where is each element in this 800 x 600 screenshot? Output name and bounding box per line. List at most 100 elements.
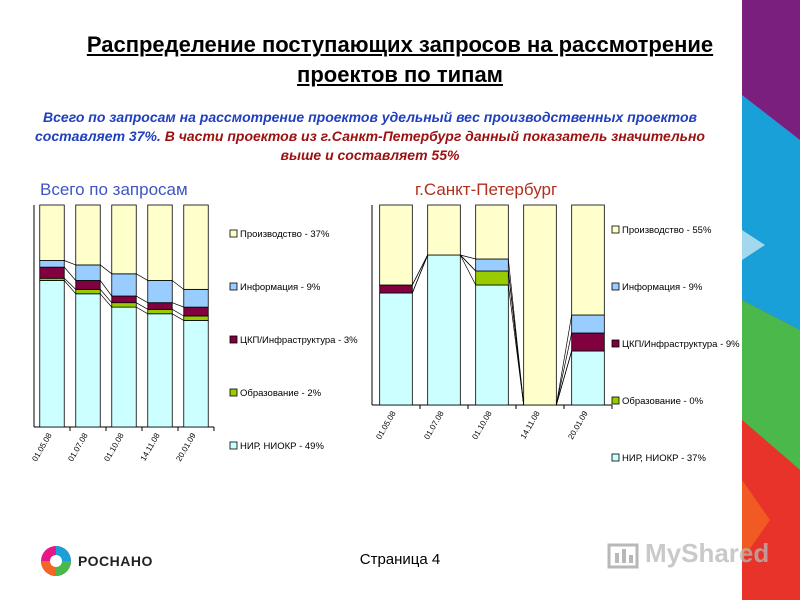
- page-number: Страница 4: [359, 551, 441, 568]
- bar-segment: [39, 266, 65, 279]
- chart-total: 01.05.08 01.07.08 01.10.08 14.11.08 20.01.09…: [30, 204, 358, 463]
- bar-segment: [111, 302, 137, 308]
- bar-segment: [147, 280, 173, 304]
- legend-swatch: [611, 282, 620, 291]
- bar-segment: [39, 260, 65, 268]
- legend-swatch: [611, 396, 620, 405]
- legend-swatch: [229, 282, 238, 291]
- bar-segment: [75, 264, 101, 281]
- bar-segment: [475, 258, 509, 272]
- chart-title-spb: г.Санкт-Петербург: [415, 180, 558, 199]
- series-connector: [136, 306, 148, 315]
- brand-name: РОСНАНО: [78, 553, 153, 569]
- x-tick-label: 01.05.08: [30, 431, 54, 463]
- summary-text: Всего по запросам на рассмотрение проект…: [15, 108, 725, 165]
- series-connector: [555, 332, 573, 406]
- bar-segment: [571, 204, 605, 316]
- bar-segment: [111, 273, 137, 297]
- series-connector: [136, 302, 148, 310]
- bar-segment: [379, 292, 413, 406]
- series-connector: [555, 314, 573, 406]
- legend-label: Образование - 2%: [240, 388, 322, 399]
- legend-swatch: [229, 441, 238, 450]
- bar-segment: [147, 204, 173, 281]
- x-tick-label: 20.01.09: [566, 409, 590, 441]
- x-tick-label: 20.01.09: [174, 431, 198, 463]
- legend-swatch: [229, 388, 238, 397]
- bar-segment: [75, 280, 101, 290]
- page-title: Распределение поступающих запросов на ра…: [86, 32, 714, 87]
- watermark-text: MyShared: [645, 538, 770, 568]
- series-connector: [555, 350, 573, 406]
- bar-segment: [147, 302, 173, 310]
- bar-segment: [427, 204, 461, 256]
- legend-label: НИР, НИОКР - 37%: [622, 453, 706, 464]
- bar-segment: [475, 284, 509, 406]
- bar-segment: [183, 306, 209, 317]
- series-connector: [507, 258, 525, 406]
- bar-segment: [183, 288, 209, 308]
- bar-segment: [75, 288, 101, 295]
- bar-segment: [379, 284, 413, 294]
- bar-segment: [147, 308, 173, 315]
- legend-label: Производство - 37%: [240, 229, 330, 240]
- bar-segment: [571, 350, 605, 406]
- legend-swatch: [229, 229, 238, 238]
- legend-swatch: [611, 225, 620, 234]
- series-connector: [136, 273, 148, 281]
- series-connector: [172, 309, 184, 317]
- legend-label: ЦКП/Инфраструктура - 3%: [240, 335, 358, 346]
- bar-segment: [379, 204, 413, 286]
- series-connector: [99, 293, 113, 308]
- legend-label: Производство - 55%: [622, 225, 712, 236]
- series-connector: [99, 289, 113, 303]
- series-connector: [63, 280, 77, 295]
- legend-swatch: [611, 339, 620, 348]
- summary-part-total: Всего по запросам на рассмотрение проект…: [35, 109, 697, 144]
- bar-segment: [183, 320, 209, 428]
- watermark-icon: [607, 543, 639, 569]
- series-connector: [412, 254, 428, 286]
- bar-segment: [523, 204, 557, 406]
- legend-swatch: [229, 335, 238, 344]
- series-connector: [100, 264, 112, 275]
- series-connector: [460, 254, 476, 272]
- bar-segment: [571, 314, 605, 334]
- bar-segment: [75, 293, 101, 428]
- x-tick-label: 01.10.08: [102, 431, 126, 463]
- chart-title-total: Всего по запросам: [40, 180, 188, 199]
- bar-segment: [475, 204, 509, 260]
- series-connector: [460, 254, 476, 260]
- bar-segment: [183, 315, 209, 321]
- bar-segment: [111, 295, 137, 304]
- bar-segment: [75, 204, 101, 266]
- chart-spb: 01.05.08 01.07.08 01.10.08 14.11.08 20.01.09…: [371, 204, 740, 464]
- legend-label: Информация - 9%: [622, 282, 703, 293]
- x-tick-label: 14.11.08: [519, 409, 542, 440]
- rosnano-logo-icon: [41, 546, 71, 576]
- series-connector: [99, 280, 113, 297]
- summary-part-spb: В части проектов из г.Санкт-Петербург да…: [164, 128, 705, 163]
- series-connector: [460, 254, 476, 286]
- series-connector: [172, 280, 184, 290]
- series-connector: [136, 295, 148, 303]
- legend-label: ЦКП/Инфраструктура - 9%: [622, 339, 740, 350]
- bar-segment: [39, 204, 65, 261]
- series-connector: [172, 313, 184, 321]
- bar-segment: [111, 306, 137, 428]
- legend-label: Информация - 9%: [240, 282, 321, 293]
- series-connector: [63, 278, 77, 290]
- x-tick-label: 14.11.08: [139, 431, 162, 462]
- series-connector: [64, 260, 76, 266]
- bar-segment: [571, 332, 605, 352]
- x-tick-label: 01.05.08: [374, 409, 398, 441]
- legend-label: Образование - 0%: [622, 396, 704, 407]
- bar-segment: [183, 204, 209, 290]
- legend-label: НИР, НИОКР - 49%: [240, 441, 324, 452]
- bar-segment: [39, 280, 65, 428]
- bar-segment: [475, 270, 509, 286]
- bar-segment: [147, 313, 173, 428]
- bar-segment: [427, 254, 461, 406]
- series-connector: [172, 302, 184, 308]
- series-connector: [63, 266, 77, 281]
